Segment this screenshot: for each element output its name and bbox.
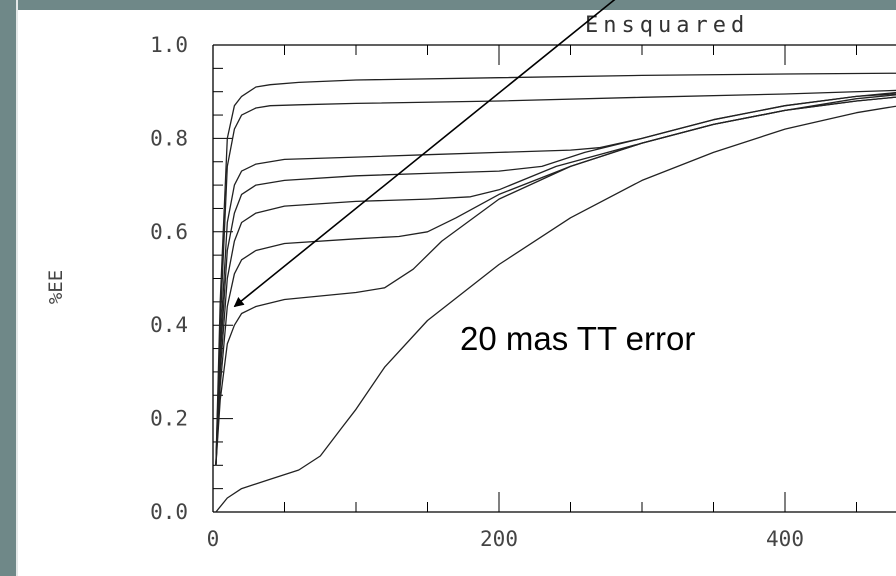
series-line: [215, 105, 896, 513]
annotation-text: 20 mas TT error: [460, 320, 695, 357]
series-line: [215, 91, 896, 466]
x-tick-label: 400: [766, 527, 804, 551]
y-tick-label: 0.2: [150, 407, 188, 431]
series-line: [215, 96, 896, 466]
series-group: [215, 72, 896, 513]
x-tick-label: 200: [480, 527, 518, 551]
series-line: [215, 96, 896, 466]
chart-title: Ensquared: [585, 13, 749, 38]
series-line: [215, 94, 896, 466]
y-tick-label: 0.0: [150, 500, 188, 524]
y-tick-label: 1.0: [150, 33, 188, 57]
series-line: [215, 89, 896, 466]
series-line: [215, 72, 896, 466]
axes: [212, 44, 896, 513]
y-tick-label: 0.6: [150, 220, 188, 244]
tick-labels: 0.0 0.2 0.4 0.6 0.8 1.0 0 200 400: [150, 33, 804, 551]
series-line: [215, 93, 896, 466]
slide-frame-accent: [16, 0, 18, 576]
annotation-arrow: [233, 0, 616, 308]
slide-frame-top: [0, 0, 896, 10]
y-tick-label: 0.4: [150, 313, 188, 337]
y-axis-label: %EE: [45, 270, 67, 304]
y-tick-label: 0.8: [150, 126, 188, 150]
x-tick-label: 0: [207, 527, 220, 551]
slide-frame-left: [0, 0, 16, 576]
